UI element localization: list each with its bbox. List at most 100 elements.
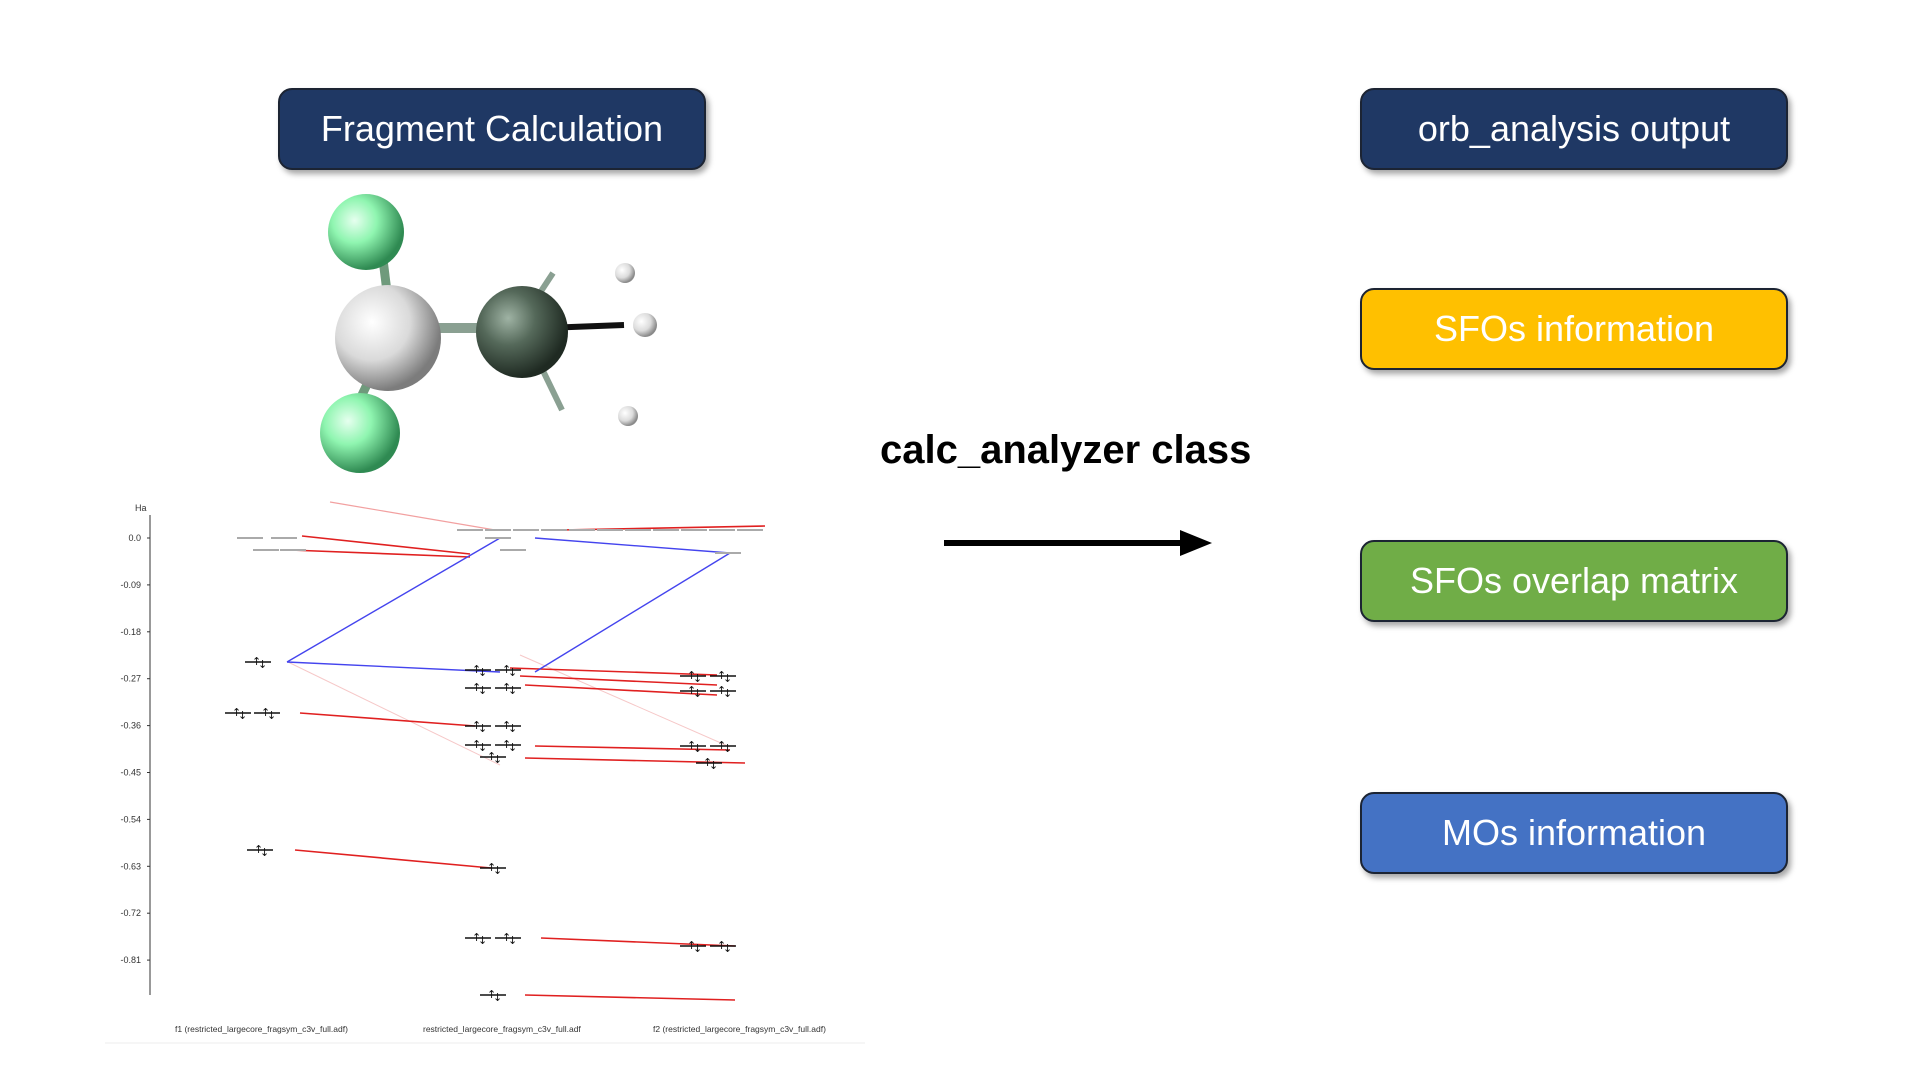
svg-text:↑: ↑ (687, 739, 696, 752)
axis-unit-label: Ha (135, 503, 147, 513)
svg-text:↑: ↑ (502, 719, 511, 732)
axis-tick-label: -0.09 (120, 580, 141, 590)
svg-text:↑: ↑ (502, 681, 511, 694)
occupied-orbital-level: ↑↓ (495, 681, 521, 697)
orbital-energy-diagram: Ha 0.0 -0.09 -0.18 -0.27 -0.36 -0.45 -0.54 -0.6… (105, 501, 865, 1044)
svg-text:↓: ↓ (723, 687, 732, 700)
svg-text:↓: ↓ (267, 709, 276, 722)
svg-text:↑: ↑ (472, 719, 481, 732)
svg-text:↓: ↓ (723, 742, 732, 755)
svg-text:↑: ↑ (687, 684, 696, 697)
occupied-orbital-level: ↑↓ (710, 939, 736, 955)
svg-text:↑: ↑ (502, 931, 511, 944)
svg-text:↑: ↑ (472, 931, 481, 944)
svg-text:↓: ↓ (693, 687, 702, 700)
svg-text:↑: ↑ (717, 939, 726, 952)
svg-text:↓: ↓ (709, 759, 718, 772)
occupied-orbital-level: ↑↓ (495, 663, 521, 679)
correlation-lines (286, 501, 766, 1001)
svg-text:↓: ↓ (493, 753, 502, 766)
sfos-overlap-matrix-box: SFOs overlap matrix (1360, 540, 1788, 622)
axis-tick-label: -0.45 (120, 768, 141, 778)
svg-text:↑: ↑ (487, 750, 496, 763)
occupied-orbital-level: ↑↓ (696, 756, 722, 772)
green-atom-top (328, 194, 404, 270)
occupied-orbital-level: ↑↓ (480, 750, 506, 766)
occupied-orbital-level: ↑↓ (247, 843, 273, 859)
white-atom-center (335, 285, 441, 391)
energy-levels: ↑↓↑↓ ↑↓↑↓ ↑↓↑↓ ↑↓↑↓ ↑↓↑↓ ↑↓↑↓ ↑↓↑↓ ↑↓↑↓↑↓ ↑↓↑↓↑↓… (225, 529, 763, 1004)
axis-tick-label: -0.81 (120, 955, 141, 965)
h-atom-bottom (618, 406, 638, 426)
svg-text:↓: ↓ (478, 722, 487, 735)
sfos-information-label: SFOs information (1433, 308, 1715, 349)
occupied-orbital-level: ↑↓ (680, 739, 706, 755)
svg-text:↓: ↓ (508, 741, 517, 754)
svg-text:↓: ↓ (693, 742, 702, 755)
fragment-calculation-label: Fragment Calculation (320, 108, 664, 149)
sfos-overlap-matrix-label: SFOs overlap matrix (1409, 560, 1739, 601)
axis-tick-label: -0.18 (120, 627, 141, 637)
orb-analysis-output-box: orb_analysis output (1360, 88, 1788, 170)
svg-text:↓: ↓ (693, 672, 702, 685)
svg-text:↓: ↓ (478, 684, 487, 697)
svg-text:↑: ↑ (472, 663, 481, 676)
occupied-orbital-level: ↑↓ (225, 706, 251, 722)
svg-text:↑: ↑ (502, 663, 511, 676)
svg-text:↓: ↓ (478, 666, 487, 679)
green-atom-bottom (320, 393, 400, 473)
svg-text:↑: ↑ (703, 756, 712, 769)
axis-tick-label: -0.54 (120, 814, 141, 824)
svg-text:↓: ↓ (508, 684, 517, 697)
svg-text:↑: ↑ (487, 861, 496, 874)
h-atom-top (615, 263, 635, 283)
occupied-orbital-level: ↑↓ (680, 939, 706, 955)
svg-text:↓: ↓ (508, 722, 517, 735)
fragment-calculation-box: Fragment Calculation (278, 88, 706, 170)
svg-text:↑: ↑ (717, 669, 726, 682)
orb-analysis-output-label: orb_analysis output (1417, 108, 1731, 149)
occupied-orbital-level: ↑↓ (465, 738, 491, 754)
svg-text:↑: ↑ (487, 988, 496, 1001)
axis-tick-label: -0.36 (120, 721, 141, 731)
mos-information-box: MOs information (1360, 792, 1788, 874)
occupied-orbital-level: ↑↓ (495, 738, 521, 754)
dark-atom (476, 286, 568, 378)
occupied-orbital-level: ↑↓ (495, 931, 521, 947)
svg-text:↑: ↑ (717, 684, 726, 697)
svg-text:↓: ↓ (723, 942, 732, 955)
svg-text:↓: ↓ (238, 709, 247, 722)
svg-text:↑: ↑ (472, 738, 481, 751)
right-arrow-icon (944, 530, 1212, 556)
svg-text:↑: ↑ (717, 739, 726, 752)
occupied-orbital-level: ↑↓ (680, 684, 706, 700)
occupied-orbital-level: ↑↓ (480, 988, 506, 1004)
occupied-orbital-level: ↑↓ (465, 681, 491, 697)
svg-text:↓: ↓ (508, 666, 517, 679)
occupied-orbital-level: ↑↓ (480, 861, 506, 877)
occupied-orbital-level: ↑↓ (710, 739, 736, 755)
svg-text:↑: ↑ (687, 939, 696, 952)
svg-text:↓: ↓ (478, 741, 487, 754)
occupied-orbital-level: ↑↓ (680, 669, 706, 685)
axis-tick-label: -0.63 (120, 861, 141, 871)
axis-tick-label: -0.27 (120, 674, 141, 684)
fragment-label-complex: restricted_largecore_fragsym_c3v_full.ad… (423, 1024, 581, 1034)
occupied-orbital-level: ↑↓ (495, 719, 521, 735)
occupied-orbital-level: ↑↓ (254, 706, 280, 722)
h-atom-right (633, 313, 657, 337)
axis-tick-label: -0.72 (120, 908, 141, 918)
svg-text:↓: ↓ (508, 934, 517, 947)
svg-text:↓: ↓ (260, 846, 269, 859)
calc-analyzer-label: calc_analyzer class (880, 428, 1252, 472)
occupied-orbital-level: ↑↓ (245, 655, 271, 671)
svg-text:↑: ↑ (252, 655, 261, 668)
occupied-orbital-level: ↑↓ (465, 663, 491, 679)
fragment-label-f1: f1 (restricted_largecore_fragsym_c3v_ful… (175, 1024, 348, 1034)
svg-text:↓: ↓ (493, 864, 502, 877)
occupied-orbital-level: ↑↓ (710, 669, 736, 685)
svg-text:↓: ↓ (693, 942, 702, 955)
svg-text:↑: ↑ (472, 681, 481, 694)
mos-information-label: MOs information (1441, 812, 1707, 853)
energy-axis: Ha (135, 503, 151, 995)
